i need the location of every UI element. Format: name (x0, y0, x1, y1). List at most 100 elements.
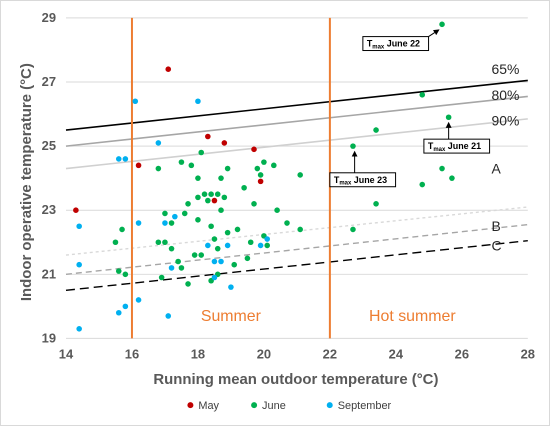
data-point-june (205, 197, 211, 204)
limit-line-label: C (492, 237, 502, 253)
legend-marker-september (326, 402, 333, 409)
data-point-june (208, 223, 214, 230)
data-point-june (350, 226, 356, 233)
y-tick-labels: 19 21 23 25 27 29 (42, 10, 56, 345)
data-point-september (122, 303, 129, 310)
data-point-june (231, 261, 238, 268)
data-point-june (419, 181, 426, 188)
band-label-a: A (492, 161, 502, 177)
x-tick-label: 26 (455, 346, 469, 361)
plot-area (65, 17, 528, 339)
annotation-sub: max (433, 147, 446, 153)
data-point-september (224, 242, 231, 249)
annotation-box (423, 138, 491, 154)
data-point-june (185, 201, 191, 207)
data-point-june (155, 165, 162, 172)
limit-line (65, 79, 528, 131)
x-tick-labels: 14 16 18 20 22 24 26 28 (59, 346, 535, 361)
data-point-september (155, 140, 162, 146)
data-point-june (198, 252, 205, 258)
annotation-box (329, 172, 397, 188)
annotation-label: Tmax June 23 (334, 175, 387, 187)
data-point-june (274, 207, 280, 213)
data-point-june (264, 242, 270, 249)
data-point-september (211, 274, 218, 281)
data-point-june (247, 239, 254, 246)
legend-label: May (198, 400, 219, 412)
data-point-may (251, 146, 257, 153)
y-tick-label: 21 (42, 266, 56, 281)
data-point-may (205, 133, 211, 140)
plot-background (65, 17, 528, 339)
data-point-june (211, 236, 218, 242)
data-point-june (297, 226, 303, 233)
legend-marker-june (251, 402, 258, 409)
data-point-june (162, 239, 168, 246)
data-point-june (234, 226, 241, 233)
limit-line (65, 223, 528, 276)
data-point-september (172, 213, 178, 220)
data-point-june (201, 191, 208, 197)
data-point-june (178, 159, 185, 165)
data-point-june (195, 194, 201, 201)
x-axis-label: Running mean outdoor temperature (°C) (153, 371, 438, 388)
data-point-june (188, 162, 195, 169)
x-tick-label: 16 (125, 346, 139, 361)
data-point-september (76, 223, 82, 230)
y-tick-label: 25 (42, 138, 56, 153)
data-point-september (165, 313, 172, 319)
data-point-september (211, 258, 218, 265)
annotation-label: Tmax June 21 (428, 141, 481, 153)
data-point-june (373, 201, 379, 207)
data-point-june (195, 217, 201, 223)
data-point-june (122, 271, 129, 278)
data-point-september (162, 220, 168, 226)
legend-label: September (338, 400, 392, 412)
data-point-june (445, 114, 452, 121)
data-point-may (135, 162, 142, 169)
data-point-june (261, 159, 267, 165)
data-point-june (221, 194, 228, 201)
zone-label: Summer (201, 308, 262, 325)
data-point-june (119, 226, 125, 233)
data-point-june (284, 220, 290, 226)
data-point-june (297, 172, 303, 178)
limit-line-label: 90% (492, 112, 520, 128)
data-point-june (158, 274, 165, 281)
data-point-september (76, 261, 82, 268)
data-point-september (218, 258, 224, 265)
data-point-september (195, 98, 201, 105)
data-point-may (73, 207, 79, 213)
annotation-rest: June 23 (351, 175, 387, 185)
data-point-september (115, 156, 122, 162)
data-point-june (178, 265, 185, 271)
data-point-september (264, 236, 270, 242)
data-point-june (214, 245, 221, 252)
data-point-september (115, 309, 122, 316)
annotation-rest: June 22 (384, 39, 420, 49)
data-point-june (168, 220, 175, 226)
limit-line (65, 239, 528, 292)
annotation-sub: max (372, 45, 385, 51)
data-point-june (241, 184, 247, 191)
data-point-june (251, 201, 257, 207)
data-point-may (257, 178, 264, 185)
data-point-may (165, 66, 172, 72)
x-tick-label: 22 (323, 346, 337, 361)
y-tick-label: 19 (42, 330, 56, 345)
data-point-september (76, 326, 82, 332)
data-point-june (198, 149, 205, 156)
data-point-june (224, 165, 231, 172)
data-point-june (191, 252, 198, 258)
data-point-june (181, 210, 188, 217)
data-point-june (271, 162, 277, 169)
data-point-june (155, 239, 162, 246)
data-point-june (208, 191, 214, 197)
annotation-label: Tmax June 22 (367, 39, 420, 51)
data-point-june (115, 268, 122, 274)
x-tick-label: 24 (389, 346, 404, 361)
limit-line (65, 95, 528, 147)
annotation-rest: June 21 (445, 141, 481, 151)
y-tick-label: 29 (42, 10, 56, 25)
